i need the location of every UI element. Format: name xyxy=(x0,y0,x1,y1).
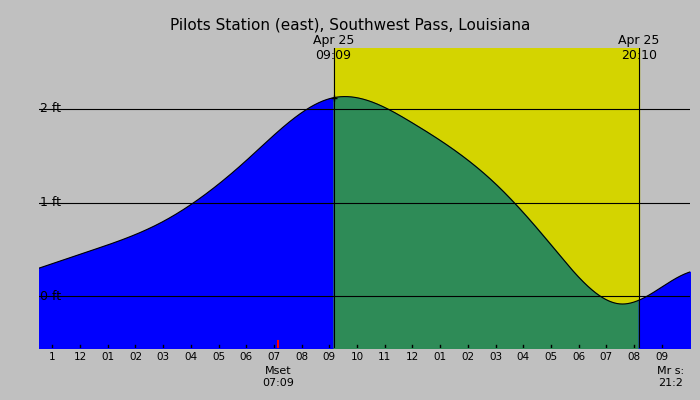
Text: 1: 1 xyxy=(49,352,56,362)
Text: Apr 25
09:09: Apr 25 09:09 xyxy=(313,34,354,62)
Text: 04: 04 xyxy=(184,352,197,362)
Text: 01: 01 xyxy=(102,352,114,362)
Text: 08: 08 xyxy=(295,352,308,362)
Text: 11: 11 xyxy=(378,352,391,362)
Text: 07: 07 xyxy=(267,352,281,362)
Text: 02: 02 xyxy=(461,352,475,362)
Text: Mr s:
21:2: Mr s: 21:2 xyxy=(657,366,685,388)
Text: Pilots Station (east), Southwest Pass, Louisiana: Pilots Station (east), Southwest Pass, L… xyxy=(170,18,530,33)
Text: 03: 03 xyxy=(489,352,502,362)
Text: 2 ft: 2 ft xyxy=(40,102,61,116)
Text: 06: 06 xyxy=(239,352,253,362)
Bar xyxy=(333,48,638,348)
Text: Apr 25
20:10: Apr 25 20:10 xyxy=(618,34,659,62)
Text: 06: 06 xyxy=(572,352,585,362)
Text: 0 ft: 0 ft xyxy=(40,290,61,303)
Text: 12: 12 xyxy=(406,352,419,362)
Text: 12: 12 xyxy=(74,352,87,362)
Text: 08: 08 xyxy=(627,352,640,362)
Text: 05: 05 xyxy=(212,352,225,362)
Text: 10: 10 xyxy=(351,352,363,362)
Text: 09: 09 xyxy=(323,352,336,362)
Text: 1 ft: 1 ft xyxy=(40,196,61,209)
Text: 01: 01 xyxy=(433,352,447,362)
Text: 02: 02 xyxy=(129,352,142,362)
Text: Mset
07:09: Mset 07:09 xyxy=(262,366,294,388)
Text: 09: 09 xyxy=(655,352,668,362)
Text: 03: 03 xyxy=(157,352,169,362)
Text: 04: 04 xyxy=(517,352,530,362)
Text: 05: 05 xyxy=(545,352,558,362)
Text: 07: 07 xyxy=(600,352,613,362)
